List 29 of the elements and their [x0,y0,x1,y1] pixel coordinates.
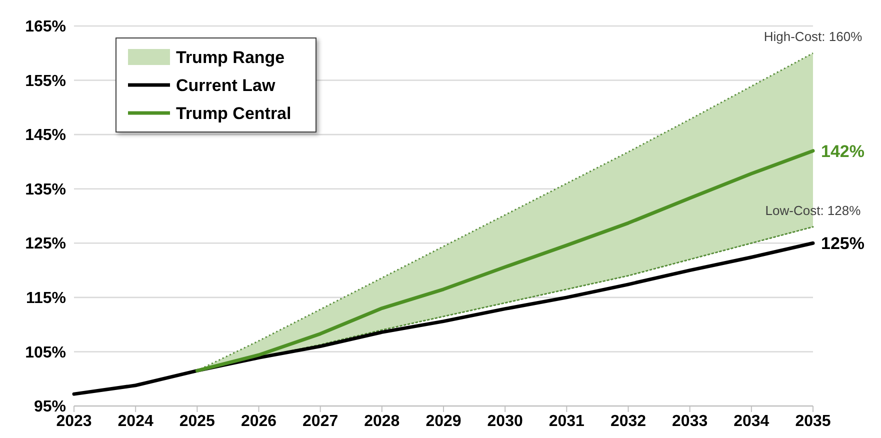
x-tick-label: 2030 [487,413,523,430]
line-series [72,241,815,396]
legend-label: Current Law [176,76,276,95]
y-tick-label: 165% [25,18,66,36]
x-tick-label: 2032 [610,413,646,430]
legend-label: Trump Range [176,48,285,67]
x-tick-label: 2029 [426,413,462,430]
y-tick-label: 135% [25,181,66,198]
x-tick-label: 2026 [240,413,277,430]
y-tick-label: 105% [25,344,66,362]
x-tick-label: 2025 [179,413,216,430]
legend-label: Trump Central [176,104,292,123]
y-tick-label: 155% [25,72,66,90]
x-tick-label: 2023 [56,413,92,430]
x-tick-label: 2034 [734,413,770,430]
x-tick-label: 2035 [795,413,831,430]
y-tick-label: 95% [34,398,66,416]
x-tick-label: 2033 [672,413,708,430]
data-label: 142% [821,142,864,161]
y-tick-label: 145% [25,127,66,144]
x-tick-label: 2027 [302,413,338,430]
x-tick-label: 2031 [548,413,585,430]
x-tick-label: 2028 [364,413,400,430]
y-tick-label: 115% [26,290,66,308]
x-tick-label: 2024 [118,413,154,430]
data-label: 125% [821,234,864,254]
y-tick-label: 125% [25,236,66,253]
annotation: High-Cost: 160% [764,29,863,44]
annotation: Low-Cost: 128% [765,202,862,218]
